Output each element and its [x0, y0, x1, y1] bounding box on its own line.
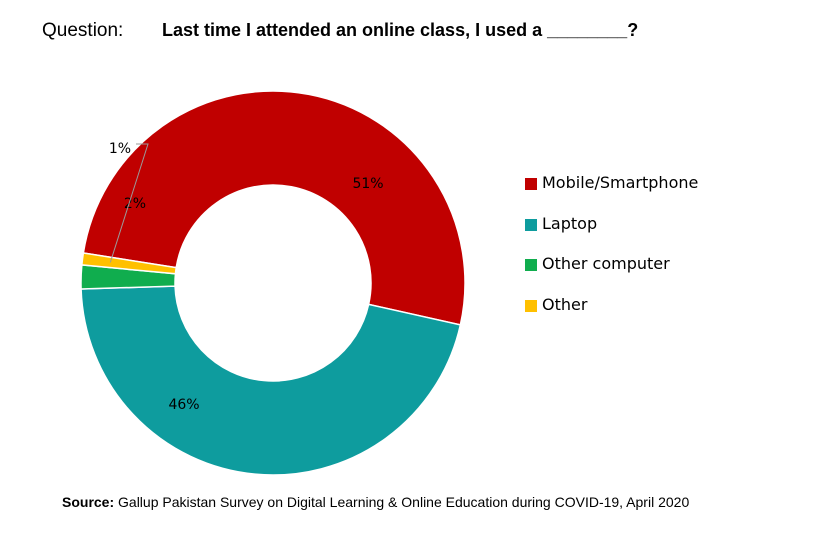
data-label-laptop: 46%: [168, 397, 199, 413]
legend-item-laptop: Laptop: [525, 213, 765, 254]
source-note: Source: Gallup Pakistan Survey on Digita…: [62, 494, 689, 510]
legend-swatch-other: [525, 299, 537, 312]
legend-label-laptop: Laptop: [542, 213, 598, 233]
legend-swatch-other-computer: [525, 259, 537, 271]
question-text: Last time I attended an online class, I …: [162, 20, 639, 40]
slice-laptop: [80, 285, 462, 476]
question-label: Question:: [42, 20, 124, 41]
data-label-mobile-smartphone: 51%: [352, 176, 383, 192]
legend-swatch-mobile-smartphone: [525, 178, 537, 190]
legend-item-other-computer: Other computer: [525, 253, 765, 294]
chart-legend: Mobile/Smartphone Laptop Other computer Oth…: [525, 172, 765, 334]
slice-other: [81, 252, 178, 275]
legend-label-mobile-smartphone: Mobile/Smartphone: [542, 173, 699, 192]
legend-label-other: Other: [542, 294, 588, 314]
legend-item-mobile-smartphone: Mobile/Smartphone: [525, 172, 765, 213]
legend-item-other: Other: [525, 294, 765, 335]
legend-label-other-computer: Other computer: [542, 254, 670, 273]
data-label-other-computer: 2%: [124, 196, 146, 212]
source-label: Source:: [62, 494, 115, 510]
data-label-other: 1%: [109, 141, 131, 157]
source-text: Gallup Pakistan Survey on Digital Learni…: [118, 494, 690, 510]
leader-line-other: [109, 143, 149, 263]
legend-swatch-laptop: [525, 218, 537, 231]
question-header: Question: Last time I attended an online…: [42, 20, 802, 46]
slice-mobile-smartphone: [82, 90, 466, 326]
